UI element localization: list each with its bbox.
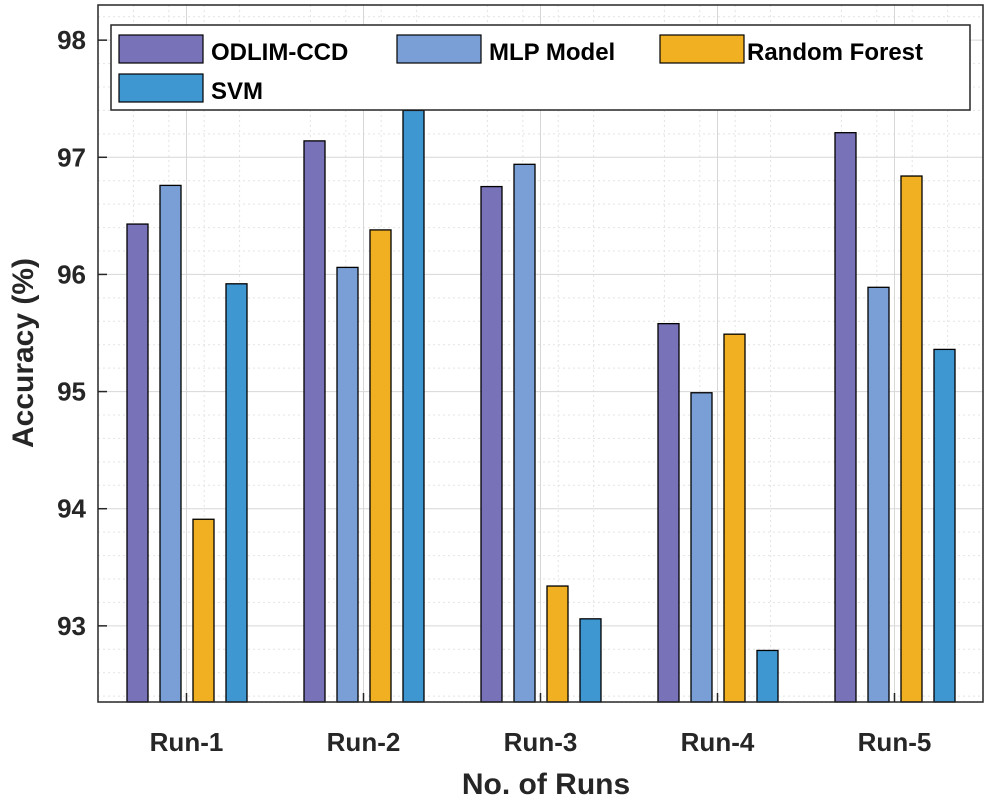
bar-odlim-ccd-run-4 <box>657 322 680 703</box>
x-tick-label: Run-4 <box>681 727 755 757</box>
legend-label-svm: SVM <box>211 78 263 105</box>
bars <box>126 109 956 703</box>
legend-label-random-forest: Random Forest <box>747 39 923 66</box>
bar-random-forest-run-4 <box>723 333 746 703</box>
bar-odlim-ccd-run-5 <box>834 132 857 703</box>
bar-random-forest-run-1 <box>192 518 215 703</box>
x-ticks: Run-1 Run-2 Run-3 Run-4 Run-5 <box>150 693 932 757</box>
bar-random-forest-run-2 <box>369 229 392 703</box>
legend-swatch-mlp-model <box>396 34 482 64</box>
x-tick-label: Run-3 <box>504 727 578 757</box>
bar-mlp-model-run-2 <box>336 266 359 703</box>
bar-mlp-model-run-3 <box>513 163 536 703</box>
bar-random-forest-run-3 <box>546 585 569 703</box>
legend: ODLIM-CCD MLP Model Random Forest SVM <box>110 24 971 111</box>
bar-odlim-ccd-run-2 <box>303 140 326 703</box>
legend-label-odlim-ccd: ODLIM-CCD <box>211 39 348 66</box>
bar-svm-run-5 <box>933 348 956 703</box>
legend-box <box>110 24 971 111</box>
y-ticks: 93 94 95 96 97 98 <box>57 25 107 641</box>
x-tick-label: Run-2 <box>327 727 401 757</box>
legend-swatch-svm <box>118 73 204 103</box>
legend-swatch-random-forest <box>659 34 745 64</box>
bar-odlim-ccd-run-3 <box>480 185 503 703</box>
legend-label-mlp-model: MLP Model <box>489 39 615 66</box>
bar-svm-run-1 <box>225 283 248 703</box>
x-axis-title: No. of Runs <box>462 768 630 801</box>
y-tick-label: 94 <box>57 494 86 524</box>
bar-mlp-model-run-1 <box>159 184 182 703</box>
y-tick-label: 95 <box>57 377 86 407</box>
bar-svm-run-3 <box>579 618 602 703</box>
bar-random-forest-run-5 <box>900 175 923 703</box>
y-axis-title: Accuracy (%) <box>7 258 40 448</box>
bar-svm-run-2 <box>402 109 425 703</box>
y-tick-label: 93 <box>57 611 86 641</box>
bar-svm-run-4 <box>756 649 779 703</box>
y-tick-label: 96 <box>57 259 86 289</box>
legend-swatch-odlim-ccd <box>118 34 204 64</box>
y-tick-label: 98 <box>57 25 86 55</box>
bar-odlim-ccd-run-1 <box>126 223 149 703</box>
y-tick-label: 97 <box>57 142 86 172</box>
bar-mlp-model-run-4 <box>690 392 713 703</box>
bar-mlp-model-run-5 <box>867 286 890 703</box>
x-tick-label: Run-1 <box>150 727 224 757</box>
x-tick-label: Run-5 <box>858 727 932 757</box>
